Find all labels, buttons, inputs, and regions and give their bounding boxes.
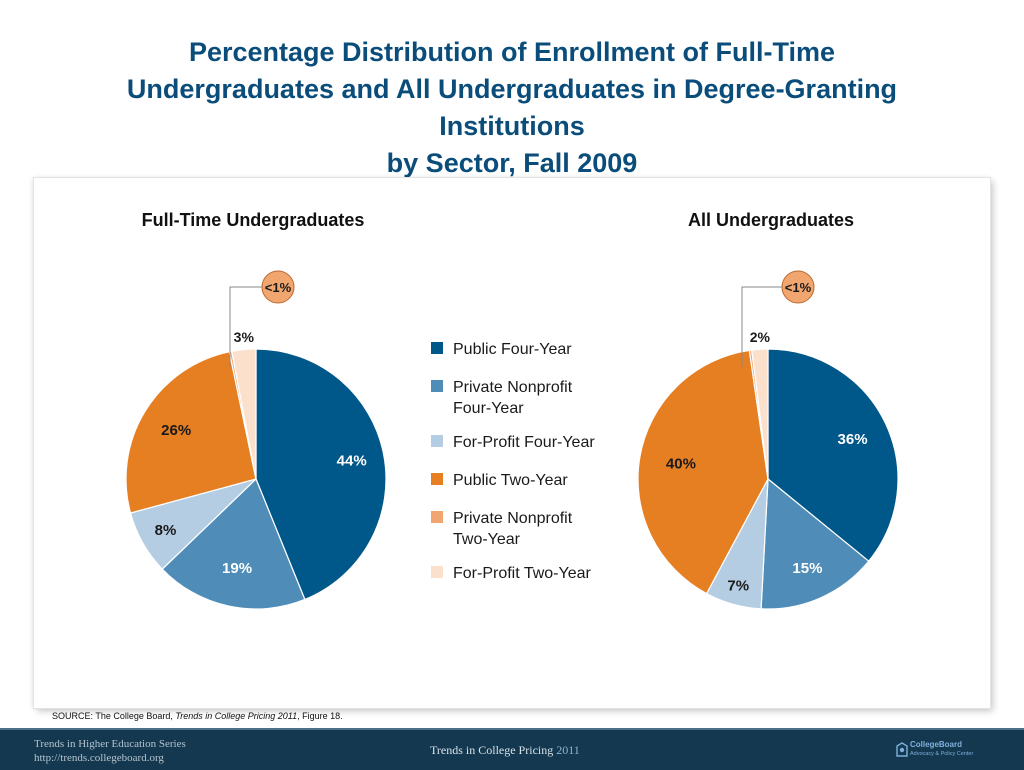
logo-subtitle: Advocacy & Policy Center (910, 751, 974, 757)
source-prefix: SOURCE: The College Board, (52, 711, 176, 721)
pie1-callout-line (229, 286, 262, 367)
pie1-callout-label: <1% (265, 280, 292, 295)
source-suffix: , Figure 18. (297, 711, 343, 721)
pie2-slice-private-nonprofit-four-year (760, 477, 870, 610)
pie1-label-1: 44% (337, 452, 367, 469)
pie2-callout-label: <1% (785, 280, 812, 295)
legend-swatch-2 (431, 380, 443, 392)
pie1-label-3: 8% (155, 522, 177, 539)
pie1-label-4: 26% (161, 422, 191, 439)
footer-series: Trends in Higher Education Series http:/… (34, 737, 186, 765)
footer-report-name: Trends in College Pricing (430, 743, 554, 757)
pie2-label-3: 7% (727, 577, 749, 594)
pie1-label-2: 19% (222, 560, 252, 577)
legend-label-2-line-1: Private Nonprofit (453, 379, 573, 396)
title-line-1: Percentage Distribution of Enrollment of… (188, 37, 836, 67)
pie1-callout-circle (261, 270, 295, 304)
legend-swatch-3 (431, 435, 443, 447)
logo-name: CollegeBoard (910, 740, 963, 749)
footer-report-title: Trends in College Pricing 2011 (430, 743, 580, 758)
pie2-slice-for-profit-two-year (751, 348, 769, 480)
legend-label-5-line-1: Private Nonprofit (453, 510, 573, 527)
legend-swatch-1 (431, 342, 443, 354)
pie2-label-4: 40% (666, 456, 696, 473)
collegeboard-logo-icon (896, 742, 908, 757)
pie-title-1: Full-Time Undergraduates (142, 210, 365, 230)
page-title: Percentage Distribution of Enrollment of… (40, 34, 984, 182)
pie-title-2: All Undergraduates (688, 210, 854, 230)
collegeboard-logo: CollegeBoard Advocacy & Policy Center (896, 738, 996, 764)
footer-series-url[interactable]: http://trends.collegeboard.org (34, 752, 164, 764)
pie2-callout-line (741, 286, 782, 367)
title-line-3: Institutions (439, 111, 585, 141)
legend-label-5-line-2: Two-Year (453, 531, 521, 548)
pie1-slice-public-two-year (125, 351, 257, 514)
footer-report-year: 2011 (556, 743, 580, 757)
legend-label-6: For-Profit Two-Year (453, 565, 592, 582)
legend-swatch-4 (431, 473, 443, 485)
legend-label-4: Public Two-Year (453, 472, 568, 489)
footer-bar: Trends in Higher Education Series http:/… (0, 728, 1024, 770)
pie2-label-for-profit-two-year: 2% (750, 329, 771, 345)
pie2-label-1: 36% (838, 431, 868, 448)
pie1-label-for-profit-two-year: 3% (234, 329, 255, 345)
legend-swatch-5 (431, 511, 443, 523)
pie1-slice-private-nonprofit-four-year (161, 477, 306, 610)
title-line-2: Undergraduates and All Undergraduates in… (126, 74, 898, 104)
legend-label-1: Public Four-Year (453, 341, 572, 358)
pie2-slice-public-two-year (637, 349, 769, 595)
legend-label-2-line-2: Four-Year (453, 400, 524, 417)
pie2-callout-circle (781, 270, 815, 304)
legend-swatch-6 (431, 566, 443, 578)
source-title: Trends in College Pricing 2011 (175, 711, 298, 721)
source-note: SOURCE: The College Board, Trends in Col… (52, 711, 343, 721)
pie1-slice-for-profit-two-year (231, 348, 257, 480)
title-line-4: by Sector, Fall 2009 (386, 148, 638, 178)
pie2-label-2: 15% (792, 560, 822, 577)
legend-label-3: For-Profit Four-Year (453, 434, 595, 451)
footer-series-title: Trends in Higher Education Series (34, 738, 186, 750)
pie1-slice-public-four-year (255, 348, 387, 601)
pie2-slice-public-four-year (767, 348, 899, 563)
